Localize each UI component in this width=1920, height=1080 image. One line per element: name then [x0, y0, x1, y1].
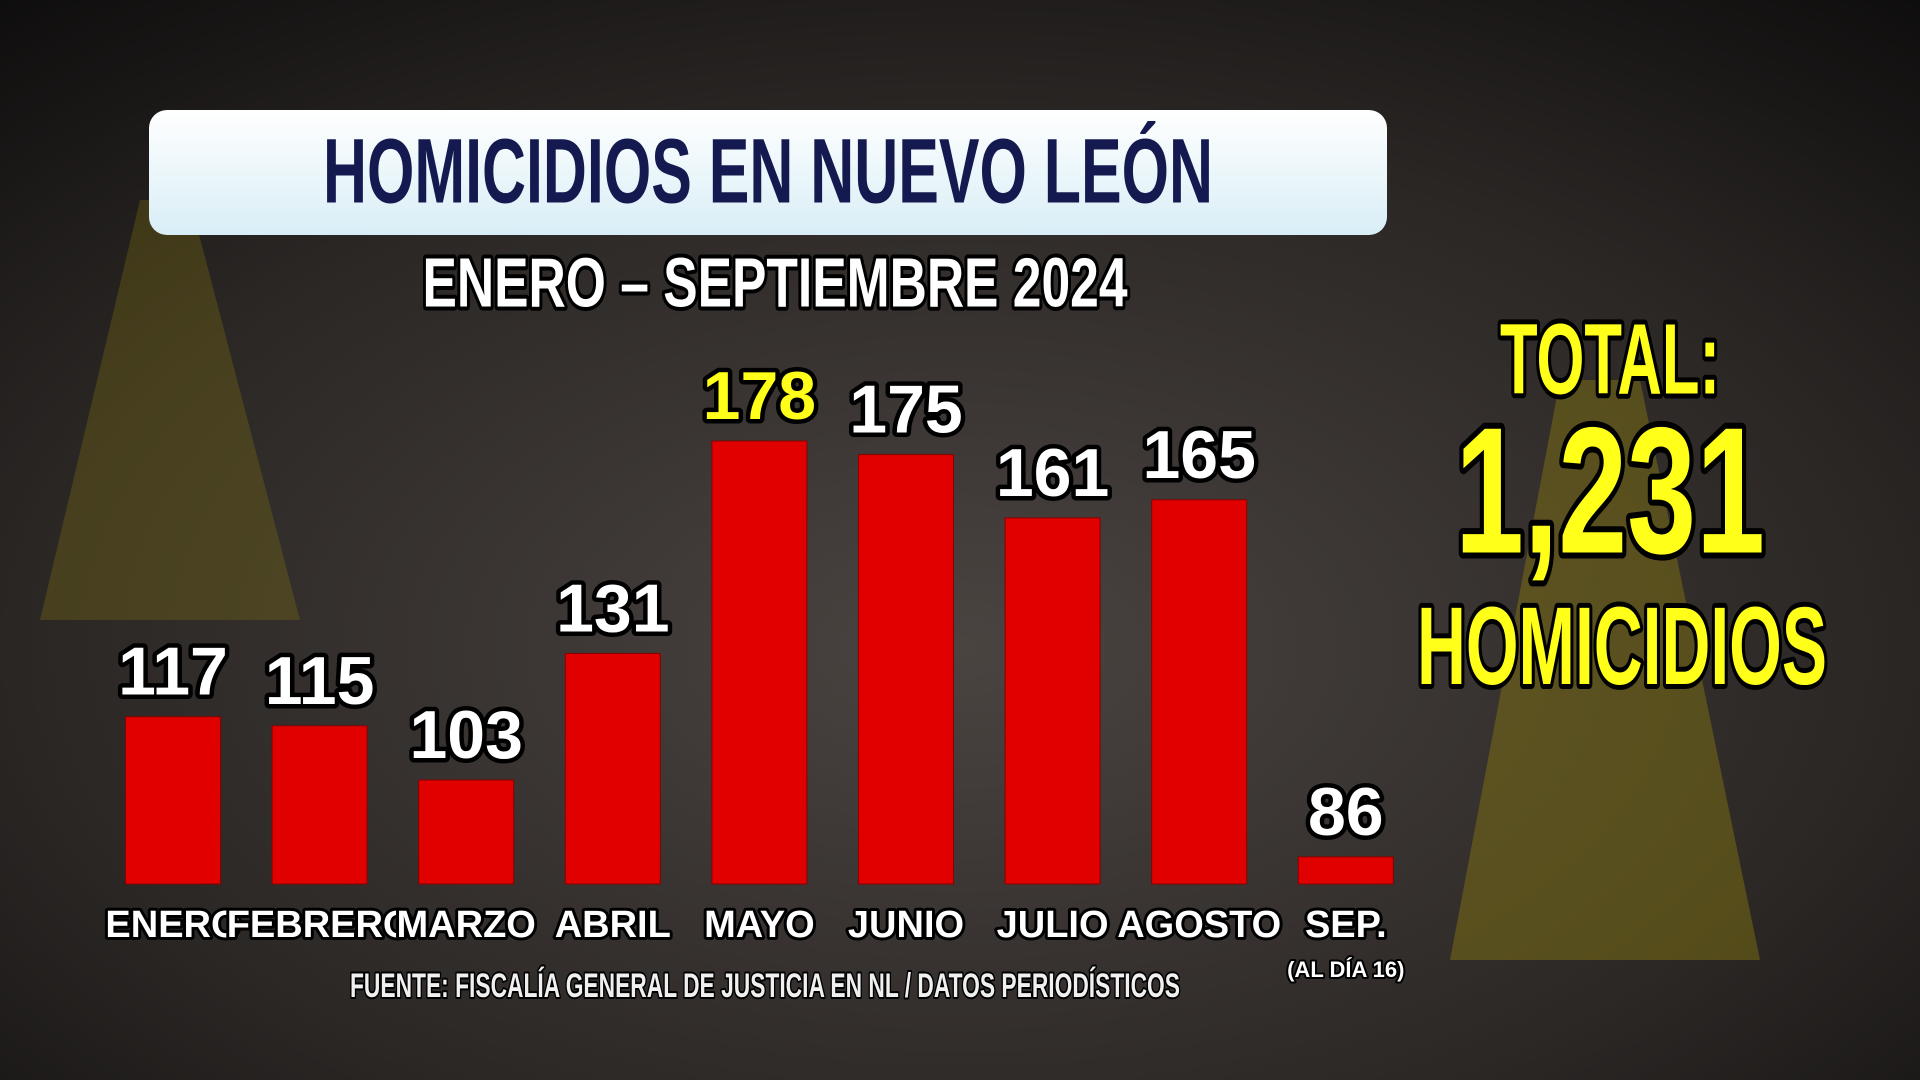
bar [564, 652, 661, 885]
bar [271, 725, 368, 885]
bar [711, 440, 808, 885]
bar [1004, 517, 1101, 885]
value-label: 161 [996, 435, 1109, 511]
x-tick-label: SEP. [1305, 904, 1387, 946]
value-label: 175 [849, 372, 962, 448]
total-unit: HOMICIDIOS [1417, 585, 1827, 708]
total-label: TOTAL: [1500, 303, 1720, 415]
chart-title: HOMICIDIOS EN NUEVO LEÓN [323, 119, 1213, 222]
value-label: 117 [118, 634, 228, 710]
x-tick-label: JUNIO [848, 904, 964, 946]
bar [1297, 856, 1394, 885]
decor-marker [1450, 380, 1760, 960]
value-label: 115 [265, 643, 375, 719]
category-note: (AL DÍA 16) [1287, 957, 1404, 982]
bar [418, 779, 515, 885]
value-label: 103 [409, 697, 522, 773]
x-tick-label: FEBRERO [227, 904, 413, 946]
x-tick-label: JULIO [997, 904, 1109, 946]
x-tick-label: MAYO [704, 904, 815, 946]
source-note: FUENTE: FISCALÍA GENERAL DE JUSTICIA EN … [350, 967, 1180, 1005]
bar [125, 716, 221, 885]
value-label: 165 [1142, 417, 1255, 493]
total-value: 1,231 [1455, 391, 1765, 592]
x-tick-label: AGOSTO [1117, 904, 1281, 946]
bar [1151, 499, 1248, 885]
decor-marker [40, 200, 300, 620]
x-tick-label: MARZO [397, 904, 536, 946]
bar [858, 454, 954, 885]
chart-subtitle: ENERO – SEPTIEMBRE 2024 [423, 243, 1128, 321]
x-tick-label: ABRIL [555, 904, 671, 946]
value-label: 131 [556, 570, 669, 646]
x-tick-label: ENERO [105, 904, 240, 946]
title-box [149, 110, 1387, 235]
value-label: 178 [703, 358, 816, 434]
value-label: 86 [1308, 774, 1384, 850]
